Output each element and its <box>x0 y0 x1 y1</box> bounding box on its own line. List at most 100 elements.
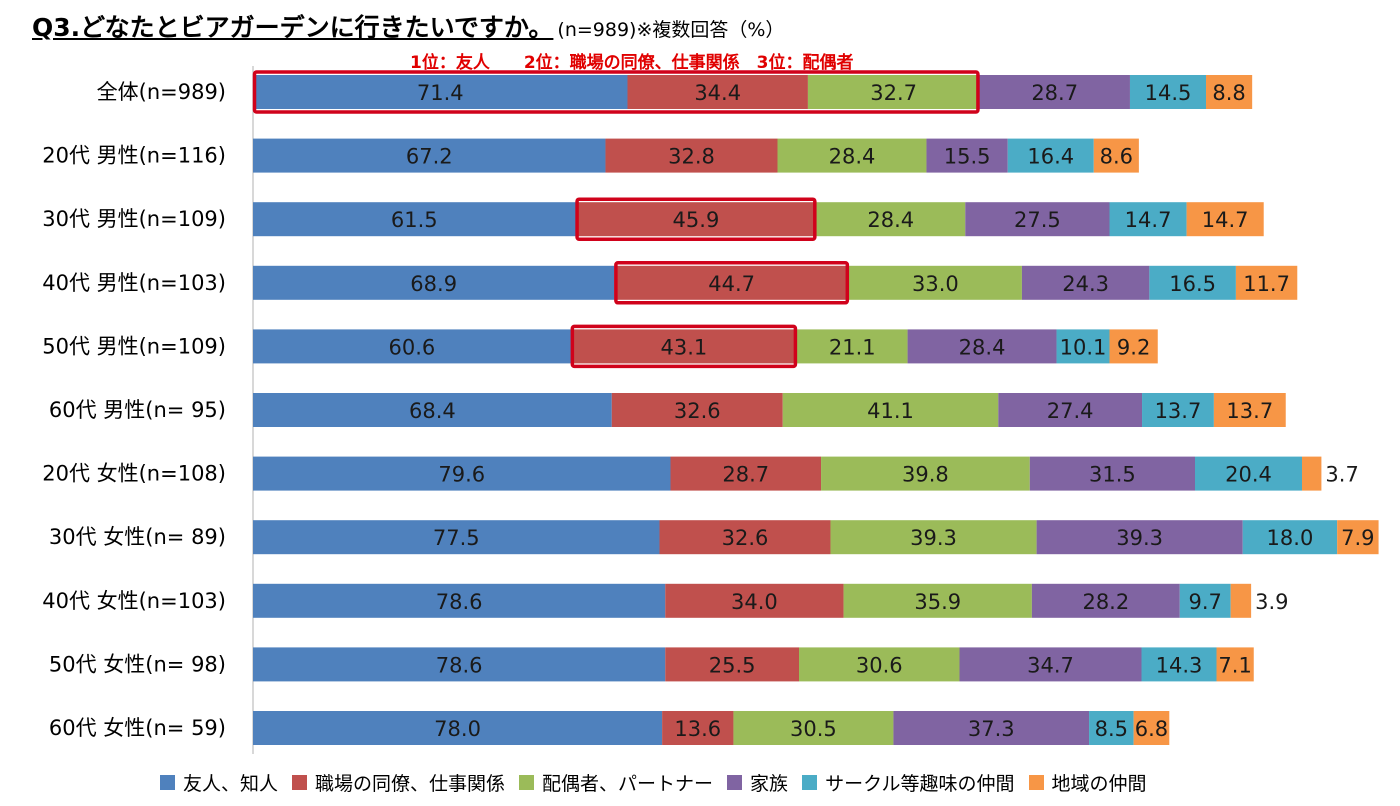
data-label: 32.8 <box>668 145 715 169</box>
category-label: 40代 男性(n=103) <box>42 271 226 295</box>
data-label: 28.2 <box>1082 590 1129 614</box>
bar-segment <box>821 456 1030 491</box>
data-label: 3.9 <box>1255 590 1288 614</box>
ranking-note: 1位：友人 2位：職場の同僚、仕事関係 3位：配偶者 <box>410 53 854 73</box>
data-label: 71.4 <box>417 81 464 105</box>
bar-segment <box>782 393 999 427</box>
data-label: 34.4 <box>694 81 741 105</box>
legend: 友人、知人 職場の同僚、仕事関係 配偶者、パートナー 家族 サークル等趣味の仲間 地域の仲… <box>160 768 1161 796</box>
bar-segment <box>253 75 628 109</box>
category-label: 60代 男性(n= 95) <box>49 398 226 422</box>
stacked-bar-chart: 全体(n=989) 71.4 34.4 32.7 28.7 14.5 8.8 20代 男性(n… <box>42 66 1379 754</box>
data-label: 9.7 <box>1189 590 1222 614</box>
data-label: 44.7 <box>708 272 755 296</box>
data-label: 34.7 <box>1027 653 1074 677</box>
data-label: 13.7 <box>1155 399 1202 423</box>
data-label: 68.9 <box>410 272 457 296</box>
legend-swatch <box>519 774 535 790</box>
data-label: 41.1 <box>867 399 914 423</box>
bar-segment <box>253 393 612 427</box>
data-label: 28.4 <box>867 208 914 232</box>
data-label: 35.9 <box>914 590 961 614</box>
bar-segment <box>1056 329 1110 364</box>
bar-segment <box>1230 583 1252 618</box>
category-label: 20代 女性(n=108) <box>42 462 226 486</box>
legend-swatch <box>802 774 818 790</box>
data-label: 15.5 <box>944 145 991 169</box>
category-label: 30代 男性(n=109) <box>42 207 226 231</box>
bar-segment <box>926 138 1008 173</box>
data-label: 67.2 <box>406 145 453 169</box>
category-label: 30代 女性(n= 89) <box>49 525 226 549</box>
data-label: 14.7 <box>1125 208 1172 232</box>
bar-segment <box>1216 647 1254 682</box>
legend-swatch <box>727 774 743 790</box>
bar-segment <box>1133 711 1170 745</box>
data-label: 14.7 <box>1202 208 1249 232</box>
data-label: 11.7 <box>1243 272 1290 296</box>
data-label: 32.6 <box>722 526 769 550</box>
bar-segment <box>1129 75 1207 109</box>
bar-segment <box>1093 138 1139 173</box>
highlight-box <box>614 261 850 305</box>
bar-segment <box>1149 265 1236 300</box>
highlight-box <box>252 70 980 114</box>
legend-label: 配偶者、パートナー <box>542 772 714 795</box>
data-label: 79.6 <box>438 463 485 487</box>
data-label: 39.8 <box>902 463 949 487</box>
bar-segment <box>1109 329 1158 364</box>
data-label: 8.8 <box>1212 81 1245 105</box>
data-label: 7.1 <box>1218 653 1251 677</box>
bar-segment <box>807 75 980 109</box>
chart-title-main: Q3.どなたとビアガーデンに行きたいですか。 <box>32 13 554 42</box>
bar-segment <box>253 583 666 618</box>
data-label: 28.4 <box>959 335 1006 359</box>
legend-label: 家族 <box>750 772 789 795</box>
bar-segment <box>570 329 797 364</box>
data-label: 10.1 <box>1060 335 1107 359</box>
bar-segment <box>1213 393 1286 427</box>
data-label: 18.0 <box>1267 526 1314 550</box>
bar-segment <box>575 202 817 237</box>
legend-item: 配偶者、パートナー <box>519 769 713 796</box>
data-label: 45.9 <box>673 208 720 232</box>
bar-segment <box>1141 647 1217 682</box>
legend-label: 職場の同僚、仕事関係 <box>315 772 506 795</box>
data-label: 28.7 <box>1031 81 1078 105</box>
data-label: 39.3 <box>1116 526 1163 550</box>
data-label: 43.1 <box>660 335 707 359</box>
bar-segment <box>253 520 660 555</box>
legend-label: サークル等趣味の仲間 <box>825 772 1015 795</box>
bar-segment <box>1089 711 1134 745</box>
bar-segment <box>1186 202 1264 237</box>
legend-label: 友人、知人 <box>183 772 279 795</box>
bar-segment <box>777 138 927 173</box>
data-label: 14.3 <box>1156 653 1203 677</box>
bar-segment <box>1142 393 1214 427</box>
data-label: 30.5 <box>790 717 837 741</box>
data-label: 9.2 <box>1117 335 1150 359</box>
bar-segment <box>893 711 1090 745</box>
bar-segment <box>253 647 666 682</box>
data-label: 78.6 <box>436 590 483 614</box>
data-label: 78.6 <box>436 653 483 677</box>
data-label: 7.9 <box>1341 526 1374 550</box>
data-label: 16.4 <box>1027 145 1074 169</box>
bar-segment <box>816 202 966 237</box>
bar-segment <box>253 138 606 173</box>
bar-segment <box>848 265 1022 300</box>
bar-segment <box>253 329 571 364</box>
bar-segment <box>1337 520 1379 555</box>
bar-segment <box>1302 456 1322 491</box>
bar-segment <box>253 265 615 300</box>
legend-swatch <box>292 774 308 790</box>
bar-segment <box>843 583 1032 618</box>
category-label: 50代 女性(n= 98) <box>49 652 226 676</box>
data-label: 3.7 <box>1325 463 1358 487</box>
category-label: 20代 男性(n=116) <box>42 144 226 168</box>
data-label: 6.8 <box>1135 717 1168 741</box>
bar-segment <box>998 393 1143 427</box>
data-label: 14.5 <box>1145 81 1192 105</box>
bar-segment <box>627 75 808 109</box>
data-label: 25.5 <box>709 653 756 677</box>
